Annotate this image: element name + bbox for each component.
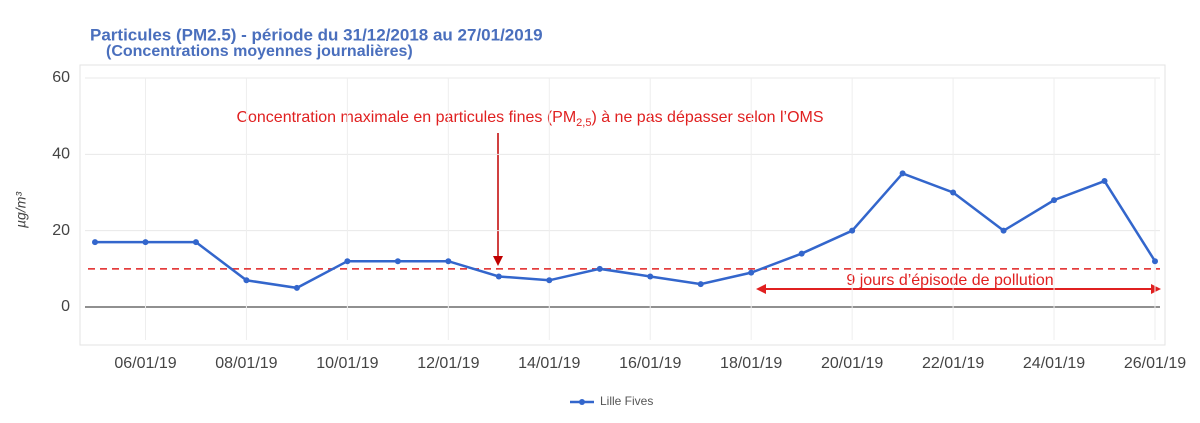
x-tick-label: 08/01/19 [215, 355, 277, 372]
data-point [1051, 197, 1058, 204]
data-point [1000, 227, 1007, 234]
data-point [1152, 258, 1158, 265]
x-tick-label: 22/01/19 [922, 355, 984, 372]
series-line [95, 171, 1157, 290]
chart-title: Particules (PM2.5) - période du 31/12/20… [90, 25, 543, 44]
x-tick-label: 18/01/19 [720, 355, 782, 372]
x-tick-label: 14/01/19 [518, 355, 580, 372]
plot-frame [79, 64, 1166, 346]
y-tick-label: 60 [52, 69, 70, 86]
data-point [243, 277, 250, 284]
annotation: Concentration maximale en particules fin… [236, 109, 823, 129]
data-point [849, 227, 856, 234]
x-tick-label: 20/01/19 [821, 355, 883, 372]
data-point [142, 239, 149, 246]
data-point [748, 269, 755, 276]
data-point [495, 273, 502, 280]
data-point [798, 250, 805, 257]
data-point [1101, 178, 1108, 185]
legend-marker [579, 399, 585, 405]
annotation-text: ) à ne pas dépasser selon l’OMS [591, 109, 823, 126]
data-point [445, 258, 452, 265]
data-point [344, 258, 351, 265]
data-point [899, 170, 906, 177]
y-axis-label: µg/m³ [13, 192, 29, 228]
data-point [293, 284, 300, 291]
arrow-head [493, 256, 503, 266]
x-tick-label: 12/01/19 [417, 355, 479, 372]
x-tick-label: 06/01/19 [114, 355, 176, 372]
data-point [950, 189, 957, 196]
data-point [92, 239, 98, 246]
y-tick-label: 40 [52, 146, 70, 163]
annotation-sub: 2,5 [576, 117, 591, 129]
annotation-text: Concentration maximale en particules fin… [236, 109, 576, 126]
x-tick-label: 24/01/19 [1023, 355, 1085, 372]
data-point [192, 239, 199, 246]
x-tick-label: 26/01/19 [1124, 355, 1186, 372]
data-point [546, 277, 553, 284]
data-point [394, 258, 401, 265]
data-point [697, 281, 704, 288]
y-tick-label: 20 [52, 222, 70, 239]
x-tick-label: 10/01/19 [316, 355, 378, 372]
y-tick-label: 0 [61, 298, 70, 315]
data-point [596, 265, 603, 272]
legend-label: Lille Fives [600, 394, 653, 408]
chart-subtitle: (Concentrations moyennes journalières) [106, 43, 413, 60]
data-point [647, 273, 654, 280]
annotation2: 9 jours d’épisode de pollution [846, 272, 1053, 289]
x-tick-label: 16/01/19 [619, 355, 681, 372]
